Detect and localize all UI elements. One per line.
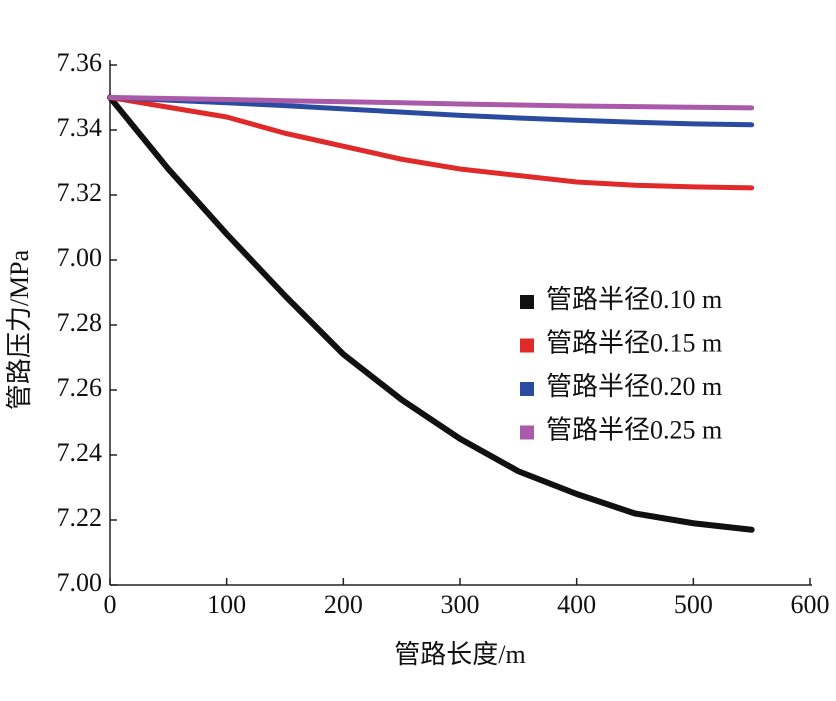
x-tick-label: 100 bbox=[207, 590, 246, 619]
y-tick-label: 7.28 bbox=[57, 308, 103, 337]
x-axis-label: 管路长度/m bbox=[394, 640, 525, 669]
legend-label: 管路半径0.10 m bbox=[546, 285, 722, 314]
legend-swatch bbox=[520, 338, 534, 353]
y-tick-label: 7.32 bbox=[57, 178, 103, 207]
y-tick-label: 7.00 bbox=[57, 568, 103, 597]
y-tick-label: 7.22 bbox=[57, 503, 103, 532]
series-line bbox=[107, 95, 755, 111]
legend-label: 管路半径0.15 m bbox=[546, 328, 722, 357]
series-line bbox=[107, 95, 755, 191]
y-tick-label: 7.24 bbox=[57, 438, 103, 467]
series-line bbox=[107, 94, 755, 533]
x-tick-label: 200 bbox=[324, 590, 363, 619]
x-tick-label: 500 bbox=[674, 590, 713, 619]
legend-label: 管路半径0.25 m bbox=[546, 415, 722, 444]
series-line bbox=[107, 95, 755, 128]
y-tick-label: 7.34 bbox=[57, 113, 103, 142]
legend-swatch bbox=[520, 295, 534, 309]
x-tick-label: 600 bbox=[791, 590, 830, 619]
legend-label: 管路半径0.20 m bbox=[546, 372, 722, 401]
y-tick-label: 7.36 bbox=[57, 48, 103, 77]
x-tick-label: 300 bbox=[441, 590, 480, 619]
y-axis-label: 管路压力/MPa bbox=[5, 249, 34, 410]
x-tick-label: 400 bbox=[557, 590, 596, 619]
legend-swatch bbox=[520, 382, 534, 396]
legend-swatch bbox=[520, 425, 534, 440]
y-tick-label: 7.26 bbox=[57, 373, 103, 402]
y-tick-label: 7.00 bbox=[57, 243, 103, 272]
x-tick-label: 0 bbox=[104, 590, 117, 619]
